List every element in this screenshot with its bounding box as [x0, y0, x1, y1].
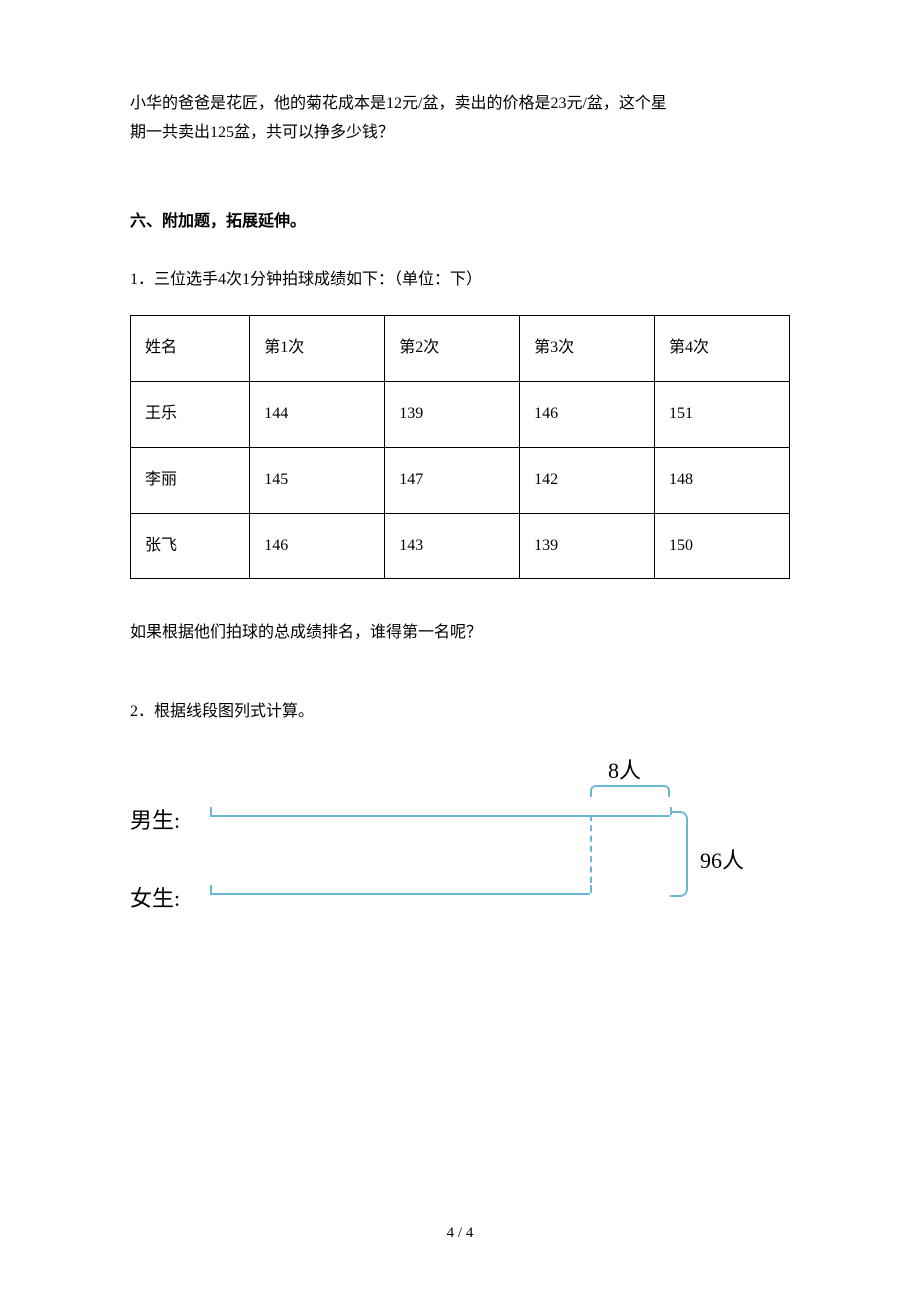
girls-bar-right-tick	[590, 885, 592, 893]
bracket-8-icon	[590, 785, 670, 797]
intro-paragraph: 小华的爸爸是花匠，他的菊花成本是12元/盆，卖出的价格是23元/盆，这个星 期一…	[130, 90, 790, 148]
boys-label: 男生:	[130, 801, 180, 841]
boys-bar-left-tick	[210, 807, 212, 815]
table-cell: 142	[520, 447, 655, 513]
table-row: 王乐 144 139 146 151	[131, 381, 790, 447]
table-cell: 李丽	[131, 447, 250, 513]
table-cell: 148	[655, 447, 790, 513]
table-cell: 146	[520, 381, 655, 447]
table-cell: 王乐	[131, 381, 250, 447]
girls-bar-line	[210, 893, 590, 895]
dashed-connector	[590, 815, 592, 893]
girls-bar-left-tick	[210, 885, 212, 893]
q2-diagram: 8人 男生: 女生: 96人	[130, 747, 750, 947]
ninety-six-label: 96人	[700, 841, 744, 881]
table-header-cell: 姓名	[131, 316, 250, 382]
section-6-heading: 六、附加题，拓展延伸。	[130, 208, 790, 237]
table-cell: 146	[250, 513, 385, 579]
table-row: 张飞 146 143 139 150	[131, 513, 790, 579]
q2-prompt: 2．根据线段图列式计算。	[130, 698, 790, 727]
q1-prompt: 1．三位选手4次1分钟拍球成绩如下：（单位：下）	[130, 266, 790, 295]
table-cell: 144	[250, 381, 385, 447]
table-header-row: 姓名 第1次 第2次 第3次 第4次	[131, 316, 790, 382]
boys-bar-line	[210, 815, 670, 817]
table-header-cell: 第3次	[520, 316, 655, 382]
q1-table: 姓名 第1次 第2次 第3次 第4次 王乐 144 139 146 151 李丽…	[130, 315, 790, 579]
table-header-cell: 第1次	[250, 316, 385, 382]
table-header-cell: 第2次	[385, 316, 520, 382]
table-cell: 147	[385, 447, 520, 513]
table-header-cell: 第4次	[655, 316, 790, 382]
bracket-96-icon	[670, 811, 688, 897]
intro-line-2: 期一共卖出125盆，共可以挣多少钱？	[130, 124, 394, 141]
intro-line-1: 小华的爸爸是花匠，他的菊花成本是12元/盆，卖出的价格是23元/盆，这个星	[130, 95, 667, 112]
table-cell: 张飞	[131, 513, 250, 579]
page-footer: 4 / 4	[0, 1220, 920, 1247]
table-row: 李丽 145 147 142 148	[131, 447, 790, 513]
table-cell: 143	[385, 513, 520, 579]
table-cell: 139	[385, 381, 520, 447]
table-cell: 151	[655, 381, 790, 447]
question-1: 1．三位选手4次1分钟拍球成绩如下：（单位：下） 姓名 第1次 第2次 第3次 …	[130, 266, 790, 648]
table-cell: 145	[250, 447, 385, 513]
table-cell: 150	[655, 513, 790, 579]
question-2: 2．根据线段图列式计算。 8人 男生: 女生: 96人	[130, 698, 790, 947]
table-cell: 139	[520, 513, 655, 579]
girls-label: 女生:	[130, 879, 180, 919]
q1-followup: 如果根据他们拍球的总成绩排名，谁得第一名呢？	[130, 619, 790, 648]
